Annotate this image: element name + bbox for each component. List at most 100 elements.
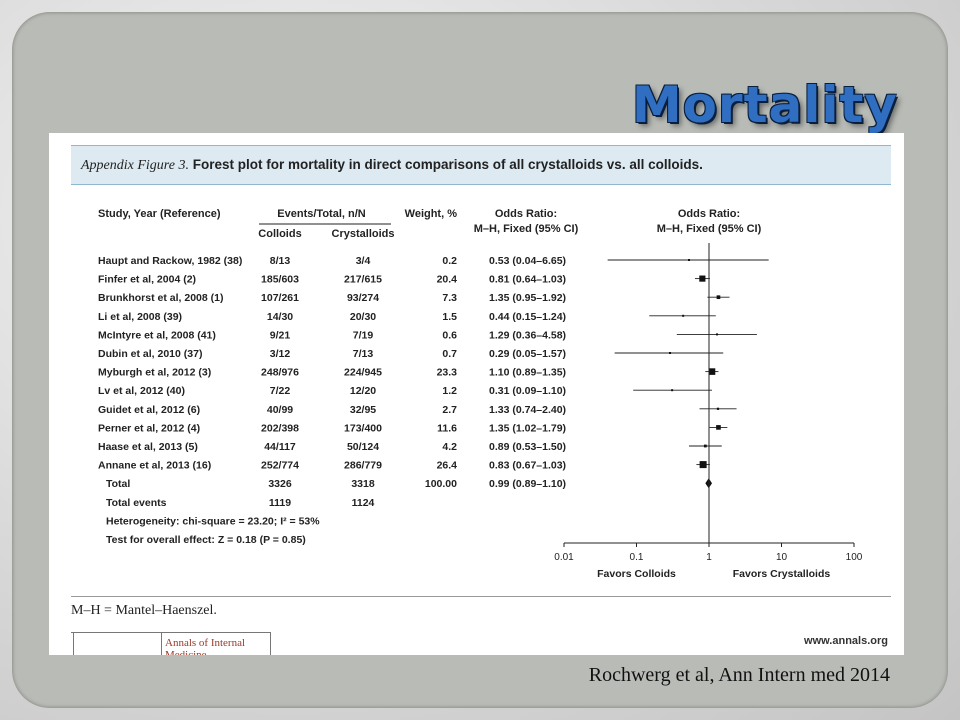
total-or-text: 0.99 (0.89–1.10): [489, 478, 566, 490]
col-header-events: Events/Total, n/N: [277, 208, 365, 220]
study-or-text: 1.29 (0.36–4.58): [489, 329, 566, 341]
study-or-text: 0.89 (0.53–1.50): [489, 441, 566, 453]
point-estimate: [716, 295, 721, 300]
total-events-crystalloids: 1124: [352, 497, 375, 509]
crystalloids-events: 32/95: [350, 404, 376, 416]
total-events-colloids: 1119: [269, 497, 291, 509]
website-link[interactable]: www.annals.org: [804, 635, 888, 647]
col-header-or-text-2: M–H, Fixed (95% CI): [474, 223, 579, 235]
crystalloids-events: 12/20: [350, 385, 376, 397]
study-weight: 26.4: [437, 460, 458, 472]
figure-caption: Forest plot for mortality in direct comp…: [192, 157, 703, 172]
point-estimate: [703, 444, 707, 448]
citation: Rochwerg et al, Ann Intern med 2014: [588, 664, 890, 686]
col-header-study: Study, Year (Reference): [98, 208, 221, 220]
study-name: McIntyre et al, 2008 (41): [98, 329, 216, 341]
point-estimate: [716, 333, 719, 336]
study-weight: 0.7: [442, 348, 457, 360]
study-weight: 7.3: [442, 292, 457, 304]
x-tick-label: 100: [846, 552, 863, 563]
point-estimate: [699, 275, 706, 282]
col-header-crystalloids: Crystalloids: [332, 228, 395, 240]
study-name: Haupt and Rackow, 1982 (38): [98, 255, 242, 267]
study-or-text: 1.10 (0.89–1.35): [489, 367, 566, 379]
study-weight: 4.2: [442, 441, 457, 453]
crystalloids-events: 286/779: [344, 460, 382, 472]
colloids-events: 9/21: [270, 329, 291, 341]
x-tick-label: 0.01: [554, 552, 574, 563]
crystalloids-events: 3/4: [356, 255, 371, 267]
study-or-text: 0.31 (0.09–1.10): [489, 385, 566, 397]
study-name: Myburgh et al, 2012 (3): [98, 367, 211, 379]
col-header-weight: Weight, %: [405, 208, 458, 220]
colloids-events: 44/117: [264, 441, 296, 453]
study-name: Guidet et al, 2012 (6): [98, 404, 200, 416]
study-weight: 0.2: [442, 255, 457, 267]
point-estimate: [669, 352, 672, 354]
journal-box: Annals of Internal Medicine: [71, 632, 271, 655]
study-or-text: 1.35 (0.95–1.92): [489, 292, 566, 304]
colloids-events: 107/261: [261, 292, 299, 304]
heterogeneity-text: Heterogeneity: chi-square = 23.20; I² = …: [106, 515, 320, 527]
point-estimate: [682, 314, 685, 317]
crystalloids-events: 7/19: [353, 329, 374, 341]
point-estimate: [708, 368, 716, 375]
study-or-text: 1.33 (0.74–2.40): [489, 404, 566, 416]
study-or-text: 0.83 (0.67–1.03): [489, 460, 566, 472]
point-estimate: [671, 389, 674, 392]
crystalloids-events: 217/615: [344, 274, 382, 286]
total-label: Total: [106, 478, 130, 490]
study-name: Finfer et al, 2004 (2): [98, 274, 196, 286]
journal-name: Annals of Internal Medicine: [165, 637, 246, 655]
x-tick-label: 10: [776, 552, 788, 563]
colloids-events: 40/99: [267, 404, 293, 416]
point-estimate: [688, 259, 691, 261]
x-tick-label: 1: [706, 552, 712, 563]
study-name: Perner et al, 2012 (4): [98, 422, 200, 434]
study-or-text: 1.35 (1.02–1.79): [489, 422, 566, 434]
study-name: Lv et al, 2012 (40): [98, 385, 185, 397]
study-name: Annane et al, 2013 (16): [98, 460, 211, 472]
colloids-events: 8/13: [270, 255, 291, 267]
total-events-label: Total events: [106, 497, 167, 509]
study-weight: 11.6: [437, 422, 457, 434]
footer-divider: [71, 596, 891, 597]
study-or-text: 0.53 (0.04–6.65): [489, 255, 566, 267]
crystalloids-events: 93/274: [347, 292, 379, 304]
colloids-events: 185/603: [261, 274, 299, 286]
col-header-or-text-1: Odds Ratio:: [495, 208, 557, 220]
abbreviation-note: M–H = Mantel–Haenszel.: [71, 603, 217, 618]
point-estimate: [699, 461, 707, 469]
col-header-or-plot-2: M–H, Fixed (95% CI): [657, 223, 762, 235]
study-weight: 2.7: [442, 404, 457, 416]
study-or-text: 0.44 (0.15–1.24): [489, 311, 566, 323]
total-weight: 100.00: [425, 478, 457, 490]
point-estimate: [716, 407, 720, 410]
study-name: Haase et al, 2013 (5): [98, 441, 198, 453]
forest-plot: Study, Year (Reference) Events/Total, n/N…: [98, 208, 863, 580]
study-name: Brunkhorst et al, 2008 (1): [98, 292, 223, 304]
x-right-label: Favors Crystalloids: [733, 568, 831, 580]
crystalloids-events: 7/13: [353, 348, 374, 360]
study-name: Dubin et al, 2010 (37): [98, 348, 202, 360]
study-or-text: 0.81 (0.64–1.03): [489, 274, 566, 286]
col-header-colloids: Colloids: [258, 228, 301, 240]
x-tick-label: 0.1: [630, 552, 644, 563]
colloids-events: 202/398: [261, 422, 299, 434]
colloids-events: 252/774: [261, 460, 299, 472]
point-estimate: [716, 425, 721, 430]
col-header-or-plot-1: Odds Ratio:: [678, 208, 740, 220]
colloids-events: 7/22: [270, 385, 291, 397]
study-weight: 20.4: [437, 274, 458, 286]
crystalloids-events: 173/400: [344, 422, 382, 434]
study-or-text: 0.29 (0.05–1.57): [489, 348, 566, 360]
study-weight: 23.3: [437, 367, 458, 379]
study-weight: 1.5: [442, 311, 457, 323]
colloids-events: 3/12: [270, 348, 291, 360]
crystalloids-events: 224/945: [344, 367, 382, 379]
colloids-events: 248/976: [261, 367, 299, 379]
crystalloids-events: 50/124: [347, 441, 379, 453]
x-left-label: Favors Colloids: [597, 568, 676, 580]
overall-effect-text: Test for overall effect: Z = 0.18 (P = 0…: [106, 534, 306, 546]
study-weight: 0.6: [442, 329, 457, 341]
